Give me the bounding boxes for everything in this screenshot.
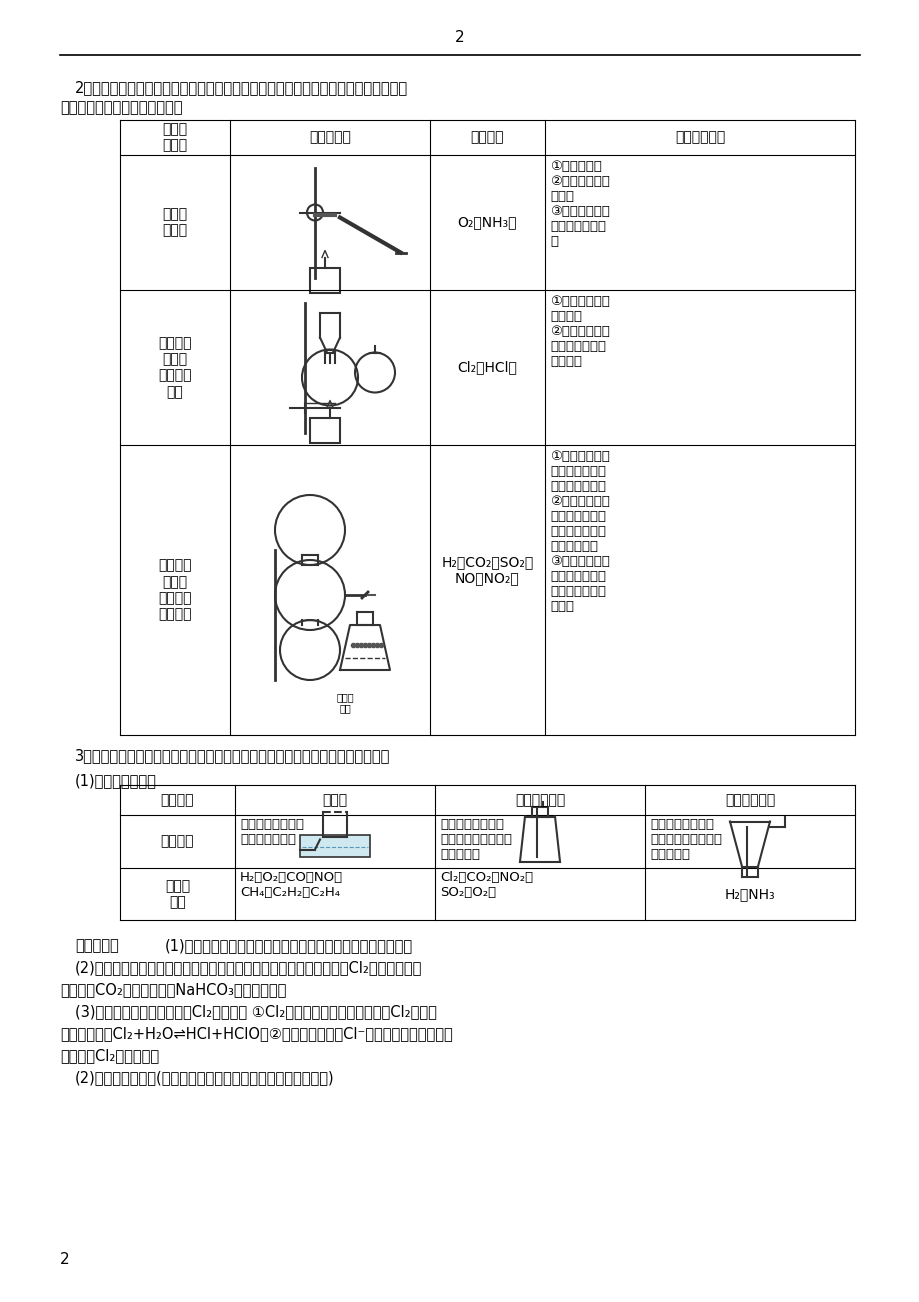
Text: 收集原理: 收集原理	[161, 835, 194, 849]
Text: H₂、NH₃: H₂、NH₃	[724, 887, 775, 901]
Text: 向下排空气法: 向下排空气法	[724, 793, 775, 807]
Text: 应，存在平衡Cl₂+H₂O⇌HCl+HClO；②饱和食盐水中的Cl⁻浓度大，使平衡左移，: 应，存在平衡Cl₂+H₂O⇌HCl+HClO；②饱和食盐水中的Cl⁻浓度大，使平…	[60, 1026, 452, 1042]
Text: ①烧瓶加热时要
垫石棉网
②反应物均为液
体时，烧瓶内要
加碎瓷片: ①烧瓶加热时要 垫石棉网 ②反应物均为液 体时，烧瓶内要 加碎瓷片	[550, 296, 609, 368]
Text: 适用的
气体: 适用的 气体	[165, 879, 190, 909]
Text: 向上排空气法: 向上排空气法	[515, 793, 564, 807]
Text: O₂、NH₃等: O₂、NH₃等	[458, 216, 516, 229]
Bar	[310, 267, 340, 293]
Text: (2)能溶于水且溶解度不大的气体，可采用排饱和溶液的方法收集。如Cl₂可采用排饱和: (2)能溶于水且溶解度不大的气体，可采用排饱和溶液的方法收集。如Cl₂可采用排饱…	[75, 960, 422, 975]
Text: 3．气体收集方法：确定气体的收集方法时要考虑气体的密度、溶解性、稳定性。: 3．气体收集方法：确定气体的收集方法时要考虑气体的密度、溶解性、稳定性。	[75, 749, 390, 763]
Text: 操作注意事项: 操作注意事项	[675, 130, 724, 145]
Text: 2．实验室制取气体的装置：实验室制备气体发生装置选择的依据是反应物的状态及反: 2．实验室制取气体的装置：实验室制备气体发生装置选择的依据是反应物的状态及反	[75, 79, 408, 95]
Text: 即减少了Cl₂的溶解度。: 即减少了Cl₂的溶解度。	[60, 1048, 159, 1062]
Text: H₂、O₂、CO、NO、
CH₄、C₂H₂、C₂H₄: H₂、O₂、CO、NO、 CH₄、C₂H₂、C₂H₄	[240, 871, 343, 898]
Bar	[310, 418, 340, 443]
Text: 2: 2	[455, 30, 464, 46]
Text: 反应装
置类型: 反应装 置类型	[163, 122, 187, 152]
Text: H₂、CO₂、SO₂、
NO、NO₂等: H₂、CO₂、SO₂、 NO、NO₂等	[441, 555, 533, 585]
Text: 食盐水、CO₂可采用排饱和NaHCO₃溶液的方法。: 食盐水、CO₂可采用排饱和NaHCO₃溶液的方法。	[60, 982, 286, 997]
Text: 2: 2	[60, 1253, 70, 1268]
Text: (1)排水集气的优点：收集的气体纯度高、易判断是否收集满。: (1)排水集气的优点：收集的气体纯度高、易判断是否收集满。	[165, 937, 413, 953]
Text: 收集的气体密度比
空气大，且与空气密
度相差较大: 收集的气体密度比 空气大，且与空气密 度相差较大	[439, 818, 512, 861]
Text: 收集的气体密度比
空气小，且与空气密
度相差较大: 收集的气体密度比 空气小，且与空气密 度相差较大	[650, 818, 721, 861]
Text: ①使用长颈漏斗
时，要使漏斗下
端插入液面以下
②启普发生器只
适用于块状固体
与液体反应，且
气体不溶于水
③使用分液漏斗
既可以增强气密
性，又可控制液
体: ①使用长颈漏斗 时，要使漏斗下 端插入液面以下 ②启普发生器只 适用于块状固体 …	[550, 450, 609, 613]
Text: 应条件。中学教材中分为三组：: 应条件。中学教材中分为三组：	[60, 100, 182, 115]
Text: 固、固
加热型: 固、固 加热型	[163, 207, 187, 237]
Text: 固、液加
热型或
液、液加
热型: 固、液加 热型或 液、液加 热型	[158, 336, 191, 398]
Text: 收集的气体不与水
反应或难溶于水: 收集的气体不与水 反应或难溶于水	[240, 818, 303, 846]
Text: Cl₂、HCl等: Cl₂、HCl等	[457, 361, 516, 375]
Text: (2)创新的收集装置(思考：根据气体的流向判断收集气体的种类): (2)创新的收集装置(思考：根据气体的流向判断收集气体的种类)	[75, 1070, 335, 1085]
Text: (3)选择排饱和食盐水法收集Cl₂的原因是 ①Cl₂在纯水中的溶解度较大，且Cl₂与水反: (3)选择排饱和食盐水法收集Cl₂的原因是 ①Cl₂在纯水中的溶解度较大，且Cl…	[75, 1004, 437, 1019]
Text: Cl₂、CO₂、NO₂、
SO₂、O₂、: Cl₂、CO₂、NO₂、 SO₂、O₂、	[439, 871, 532, 898]
Text: ①试管要干燥
②试管口略低于
试管底
③加热时先均匀
加热再固定加强
热: ①试管要干燥 ②试管口略低于 试管底 ③加热时先均匀 加热再固定加强 热	[550, 160, 609, 247]
Text: 收集方法: 收集方法	[161, 793, 194, 807]
Text: (1)常见的收集方法: (1)常见的收集方法	[75, 773, 157, 788]
Text: 固、液不
加热型
或液、液
不加热型: 固、液不 加热型 或液、液 不加热型	[158, 559, 191, 621]
Text: 带孔塑
料板: 带孔塑 料板	[335, 691, 354, 713]
Text: 排水法: 排水法	[322, 793, 347, 807]
Text: 特别提示：: 特别提示：	[75, 937, 119, 953]
Text: 适用气体: 适用气体	[471, 130, 504, 145]
Bar	[300, 835, 369, 857]
Text: 反应装置图: 反应装置图	[309, 130, 350, 145]
